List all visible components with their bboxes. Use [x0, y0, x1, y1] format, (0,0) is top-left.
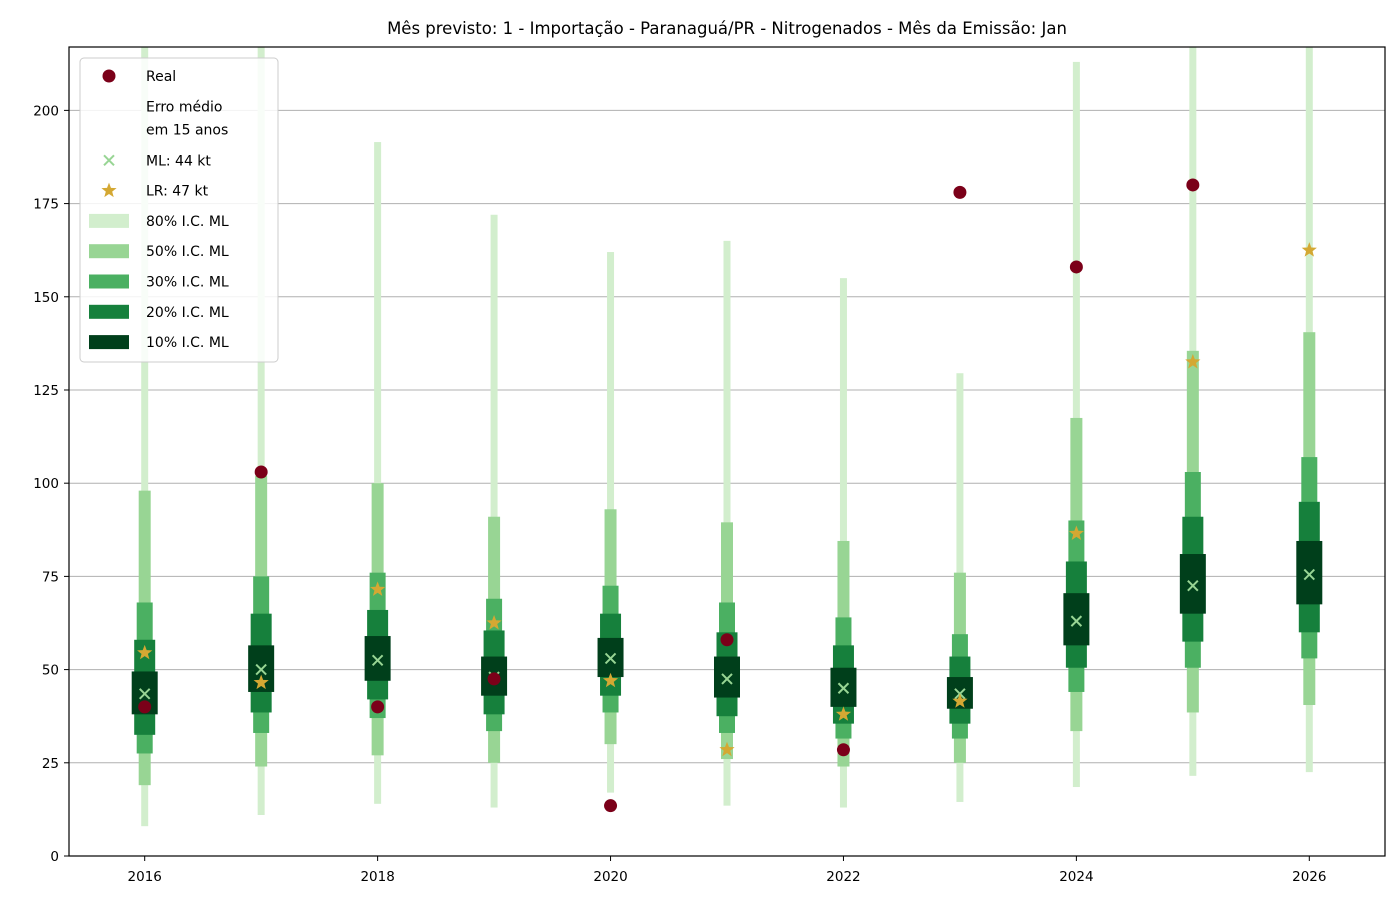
legend-ci10-swatch	[89, 335, 129, 350]
real-marker-2017	[254, 465, 268, 479]
y-tick-label: 125	[33, 383, 59, 399]
real-marker-2024	[1069, 260, 1083, 274]
legend-label: 30% I.C. ML	[146, 275, 229, 291]
real-marker-2021	[720, 633, 734, 647]
ml-marker-2021-stroke	[721, 673, 733, 685]
legend-item-ci50: 50% I.C. ML	[89, 244, 229, 260]
real-marker-2019	[487, 672, 501, 686]
y-tick-label: 150	[33, 290, 59, 306]
legend-ci50-swatch	[89, 244, 129, 259]
plot-frame	[68, 46, 1386, 857]
ml-marker-2021	[721, 673, 733, 685]
legend-item-real: Real	[102, 69, 176, 85]
legend-real-icon	[102, 69, 116, 83]
real-marker-2025	[1186, 178, 1200, 192]
ml-marker-2026-stroke	[1303, 568, 1316, 581]
ml-marker-2018	[371, 654, 384, 666]
ml-marker-2020	[604, 652, 617, 665]
interval-bars	[131, 47, 1323, 827]
y-tick-label: 25	[42, 756, 59, 772]
real-marker-2016	[138, 700, 152, 714]
y-tick-label: 100	[33, 476, 59, 492]
real-marker-2020	[604, 799, 618, 813]
real-marker-2023	[953, 185, 967, 199]
ci10-bar-2018	[364, 636, 391, 681]
ml-marker-2017	[255, 663, 267, 676]
legend-label: ML: 44 kt	[146, 153, 211, 169]
legend-label: 10% I.C. ML	[146, 335, 229, 351]
ml-marker-2018-stroke	[371, 654, 384, 666]
legend-item-lr: LR: 47 kt	[101, 182, 209, 200]
y-tick-label: 175	[33, 197, 59, 213]
ci80-bar-2017	[257, 47, 265, 815]
y-tick-label: 75	[42, 569, 59, 585]
legend: Real Erro médio em 15 anos ML: 44 kt LR: 47 …	[79, 57, 279, 363]
legend-ci30-swatch	[89, 274, 129, 289]
x-tick-label: 2024	[1059, 869, 1093, 885]
legend-ci20-swatch	[89, 304, 129, 319]
x-tick-label: 2018	[360, 869, 394, 885]
legend-item-ci10: 10% I.C. ML	[89, 335, 229, 351]
ci80-bar-2019	[490, 214, 498, 808]
ml-marker-2016-stroke	[138, 688, 151, 700]
y-tick-label: 200	[33, 103, 59, 119]
ci80-bar-2016	[141, 47, 149, 827]
legend-label: LR: 47 kt	[146, 184, 209, 200]
lr-marker-2023	[952, 693, 968, 708]
legend-ci80-swatch	[89, 213, 129, 228]
chart-title: Mês previsto: 1 - Importação - Paranaguá…	[387, 19, 1067, 38]
lr-marker-2025	[1185, 354, 1201, 369]
lr-marker-2024	[1068, 525, 1084, 540]
ml-marker-2022-stroke	[837, 682, 850, 694]
ml-marker-2024	[1070, 615, 1083, 627]
ml-marker-2020-stroke	[604, 652, 617, 665]
x-tick-label: 2026	[1292, 869, 1326, 885]
legend-lr-icon	[101, 182, 117, 198]
lr-marker-2026	[1301, 242, 1317, 257]
ci80-bar-2018	[374, 142, 382, 804]
legend-label: em 15 anos	[146, 122, 228, 138]
x-tick-label: 2022	[826, 869, 860, 885]
axis-ticks: 2016 2018 2020 2022 2024 2026 0 25 50 75 100 125 150…	[33, 103, 1326, 885]
ci10-bar-2021	[714, 656, 740, 698]
ci10-bar-2025	[1179, 554, 1206, 614]
ml-marker-2016	[138, 688, 151, 700]
y-tick-label: 50	[42, 663, 59, 679]
legend-label: 80% I.C. ML	[146, 214, 229, 230]
legend-ml-icon	[103, 154, 115, 167]
real-marker-2018	[371, 700, 385, 714]
y-tick-label: 0	[50, 849, 59, 865]
point-markers	[137, 178, 1317, 813]
legend-label: Real	[146, 69, 176, 85]
ml-marker-2022	[837, 682, 850, 694]
x-tick-label: 2020	[593, 869, 627, 885]
ml-marker-2026	[1303, 568, 1316, 581]
lr-marker-2018	[370, 581, 386, 596]
ci10-bar-2026	[1296, 540, 1323, 605]
ml-marker-2024-stroke	[1070, 615, 1083, 627]
legend-item-ci20: 20% I.C. ML	[89, 304, 229, 321]
legend-label: Erro médio	[146, 99, 222, 115]
ml-marker-2025	[1187, 580, 1199, 592]
lr-marker-2021	[719, 741, 735, 757]
legend-item-erro: Erro médio em 15 anos	[146, 99, 228, 138]
ml-marker-2025-stroke	[1187, 580, 1199, 592]
legend-item-ml: ML: 44 kt	[103, 153, 211, 169]
legend-label: 50% I.C. ML	[146, 244, 229, 260]
ci10-bar-2024	[1063, 593, 1090, 646]
legend-box	[79, 57, 279, 363]
x-tick-label: 2016	[128, 869, 162, 885]
lr-marker-2020	[602, 672, 619, 688]
lr-marker-2016	[137, 644, 153, 660]
real-marker-2022	[836, 743, 850, 757]
legend-label: 20% I.C. ML	[146, 305, 229, 321]
legend-ml-icon-stroke	[103, 154, 115, 167]
ml-marker-2017-stroke	[255, 663, 267, 676]
lr-marker-2017	[253, 674, 269, 690]
lr-marker-2019	[486, 614, 502, 630]
lr-marker-2022	[835, 706, 852, 721]
legend-item-ci80: 80% I.C. ML	[89, 213, 229, 230]
legend-item-ci30: 30% I.C. ML	[89, 274, 229, 291]
